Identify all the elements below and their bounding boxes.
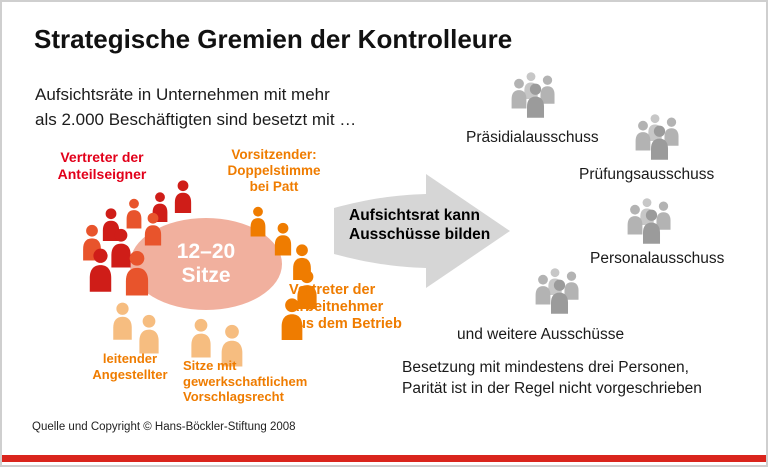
board-seats-ellipse: 12–20 Sitze	[130, 218, 282, 310]
person-icon	[139, 314, 159, 354]
committee-group-praesidial	[508, 72, 570, 122]
label-union-line-2: gewerkschaftlichem	[183, 373, 308, 389]
label-employees: Vertreter der Arbeitnehmer aus dem Betri…	[289, 282, 419, 333]
arrow-text: Aufsichtsrat kann Ausschüsse bilden	[349, 206, 490, 244]
label-chairman-line-3: bei Patt	[249, 179, 299, 194]
person-icon	[152, 192, 168, 222]
subtitle-line-2: als 2.000 Beschäftigten sind besetzt mit…	[35, 110, 357, 129]
person-icon	[526, 83, 545, 118]
committee-group-weitere	[532, 268, 594, 318]
person-icon	[627, 204, 643, 235]
label-executive-line-1: leitender	[102, 351, 158, 366]
label-union: Sitze mit gewerkschaftlichem Vorschlagsr…	[183, 358, 343, 405]
person-icon	[191, 318, 211, 358]
label-union-line-3: Vorschlagsrecht	[183, 389, 284, 404]
subtitle-line-1: Aufsichtsräte in Unternehmen mit mehr	[35, 85, 330, 104]
seats-count: 12–20	[176, 240, 236, 263]
person-icon	[102, 208, 120, 241]
arrow-text-line-2: Ausschüsse bilden	[349, 226, 491, 243]
person-icon	[664, 117, 679, 146]
person-icon	[89, 248, 112, 292]
person-icon	[540, 75, 555, 104]
flow-arrow-icon	[334, 174, 510, 288]
person-icon	[293, 244, 311, 280]
committee-label-personal: Personalausschuss	[590, 250, 725, 267]
person-icon	[564, 271, 579, 300]
person-icon	[656, 201, 671, 230]
label-employees-line-2: Arbeitnehmer	[289, 299, 384, 315]
person-icon	[635, 120, 651, 151]
person-icon	[113, 302, 132, 340]
subtitle: Aufsichtsräte in Unternehmen mit mehr al…	[35, 82, 356, 132]
seats-word: Sitze	[181, 264, 231, 287]
note-text: Besetzung mit mindestens drei Personen, …	[402, 357, 732, 399]
label-chairman-line-1: Vorsitzender:	[231, 147, 317, 162]
label-executive: leitender Angestellter	[78, 351, 182, 382]
person-icon	[535, 274, 551, 305]
committee-label-pruefung: Prüfungsausschuss	[579, 166, 715, 183]
footer-accent-bar	[2, 455, 766, 462]
person-icon	[511, 78, 527, 109]
label-chairman-line-2: Doppelstimme	[227, 163, 321, 178]
label-employees-line-1: Vertreter der	[289, 282, 376, 298]
committee-group-pruefung	[632, 114, 694, 164]
arrow-text-line-1: Aufsichtsrat kann	[349, 207, 480, 224]
person-icon	[642, 209, 661, 244]
label-employees-line-3: aus dem Betrieb	[289, 316, 402, 332]
committee-group-personal	[624, 198, 686, 248]
note-line-2: Parität ist in der Regel nicht vorgeschr…	[402, 380, 702, 397]
label-executive-line-2: Angestellter	[92, 366, 168, 382]
flow-arrow-shape	[334, 174, 510, 288]
label-shareholders-line-2: Anteilseigner	[57, 166, 147, 182]
person-icon	[550, 279, 569, 314]
label-chairman: Vorsitzender: Doppelstimme bei Patt	[214, 147, 334, 195]
page-title: Strategische Gremien der Kontrolleure	[34, 24, 513, 54]
person-icon	[650, 125, 669, 160]
committee-label-praesidial: Präsidialausschuss	[466, 129, 599, 146]
person-icon	[83, 224, 101, 261]
committee-label-weitere: und weitere Ausschüsse	[457, 326, 625, 343]
note-line-1: Besetzung mit mindestens drei Personen,	[402, 359, 689, 376]
person-icon	[126, 198, 142, 229]
seats-label: 12–20 Sitze	[177, 240, 235, 288]
label-union-line-1: Sitze mit	[183, 358, 237, 373]
source-copyright: Quelle und Copyright © Hans-Böckler-Stif…	[32, 421, 296, 433]
label-shareholders-line-1: Vertreter der	[60, 149, 144, 165]
label-shareholders: Vertreter der Anteilseigner	[40, 149, 164, 183]
person-icon	[174, 180, 192, 213]
